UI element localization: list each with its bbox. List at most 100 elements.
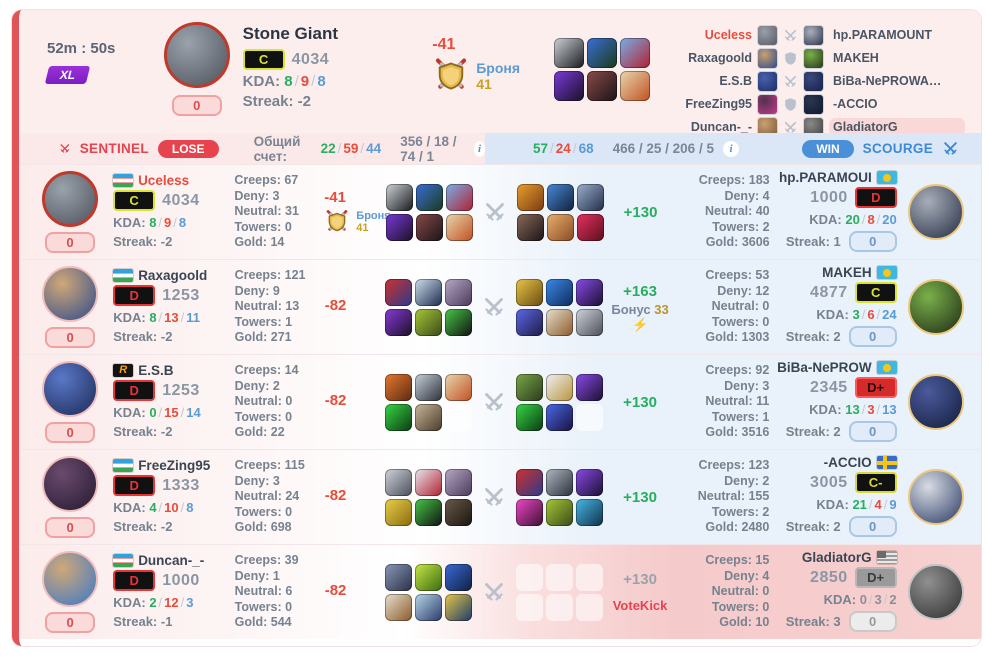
matchup-right-avatar[interactable] xyxy=(803,70,824,92)
left-hero-avatar[interactable] xyxy=(42,456,99,512)
matchup-right-name[interactable]: BiBa-NePROWA… xyxy=(833,74,942,88)
matchup-right-name[interactable]: hp.PARAMOUNT xyxy=(833,28,933,42)
right-hero-avatar[interactable] xyxy=(907,564,964,620)
left-player-name[interactable]: Uceless xyxy=(138,173,190,188)
left-hero-avatar[interactable] xyxy=(42,171,99,227)
matchup-right-avatar[interactable] xyxy=(803,47,824,69)
item-icon[interactable] xyxy=(516,213,544,241)
item-icon[interactable] xyxy=(445,498,473,526)
item-icon[interactable] xyxy=(445,278,473,306)
item-icon[interactable] xyxy=(415,498,443,526)
item-icon[interactable] xyxy=(516,403,544,431)
item-icon[interactable] xyxy=(546,278,574,306)
matchup-right-name[interactable]: -ACCIO xyxy=(833,97,878,111)
matchup-left-avatar[interactable] xyxy=(757,24,778,46)
left-hero-avatar[interactable] xyxy=(42,266,99,322)
matchup-left-avatar[interactable] xyxy=(757,47,778,69)
item-icon[interactable] xyxy=(620,38,650,68)
right-player-name[interactable]: BiBa-NePROW xyxy=(777,360,872,375)
item-icon[interactable] xyxy=(385,308,413,336)
right-hero-avatar[interactable] xyxy=(907,469,964,525)
item-icon[interactable] xyxy=(445,183,473,211)
item-icon[interactable] xyxy=(415,308,443,336)
item-icon[interactable] xyxy=(415,278,443,306)
item-icon[interactable] xyxy=(415,373,443,401)
info-icon[interactable]: i xyxy=(473,140,485,157)
item-icon[interactable] xyxy=(516,468,544,496)
item-icon[interactable] xyxy=(546,213,574,241)
matchup-left-avatar[interactable] xyxy=(757,70,778,92)
item-icon[interactable] xyxy=(445,563,473,591)
item-icon[interactable] xyxy=(546,403,574,431)
item-icon[interactable] xyxy=(516,498,544,526)
item-icon[interactable] xyxy=(576,308,604,336)
matchup-left-name[interactable]: Raxagoold xyxy=(688,51,752,65)
item-icon[interactable] xyxy=(385,498,413,526)
item-icon[interactable] xyxy=(546,308,574,336)
item-icon[interactable] xyxy=(587,38,617,68)
item-icon[interactable] xyxy=(415,593,443,621)
item-icon[interactable] xyxy=(587,71,617,101)
left-player-name[interactable]: E.S.B xyxy=(138,363,174,378)
item-icon[interactable] xyxy=(385,403,413,431)
right-hero-avatar[interactable] xyxy=(907,279,964,335)
left-hero-avatar[interactable] xyxy=(42,361,99,417)
right-player-name[interactable]: -ACCIO xyxy=(823,455,872,470)
item-icon[interactable] xyxy=(415,183,443,211)
right-player-name[interactable]: GladiatorG xyxy=(801,550,872,565)
item-icon[interactable] xyxy=(554,38,584,68)
matchup-right-name[interactable]: GladiatorG xyxy=(829,118,965,136)
left-player-name[interactable]: FreeZing95 xyxy=(138,458,211,473)
right-hero-avatar[interactable] xyxy=(907,374,964,430)
item-icon[interactable] xyxy=(385,213,413,241)
item-icon[interactable] xyxy=(415,403,443,431)
item-icon[interactable] xyxy=(516,183,544,211)
item-icon[interactable] xyxy=(415,213,443,241)
item-icon[interactable] xyxy=(445,468,473,496)
item-icon[interactable] xyxy=(385,468,413,496)
item-icon[interactable] xyxy=(620,71,650,101)
matchup-left-avatar[interactable] xyxy=(757,93,778,115)
item-icon[interactable] xyxy=(385,563,413,591)
item-icon[interactable] xyxy=(516,278,544,306)
item-icon[interactable] xyxy=(385,593,413,621)
matchup-right-avatar[interactable] xyxy=(803,24,824,46)
left-hero-avatar[interactable] xyxy=(42,551,99,607)
left-player-name[interactable]: Duncan-_- xyxy=(138,553,205,568)
right-hero-avatar[interactable] xyxy=(907,184,964,240)
item-icon[interactable] xyxy=(576,213,604,241)
item-icon[interactable] xyxy=(445,213,473,241)
item-icon[interactable] xyxy=(576,373,604,401)
item-icon[interactable] xyxy=(385,183,413,211)
item-icon[interactable] xyxy=(385,278,413,306)
item-icon[interactable] xyxy=(445,308,473,336)
hero-avatar[interactable] xyxy=(163,22,230,88)
item-icon[interactable] xyxy=(415,563,443,591)
item-icon[interactable] xyxy=(576,498,604,526)
item-icon[interactable] xyxy=(546,183,574,211)
votekick-link[interactable]: VoteKick xyxy=(612,598,668,613)
left-player-name[interactable]: Raxagoold xyxy=(138,268,208,283)
matchup-right-name[interactable]: MAKEH xyxy=(833,51,879,65)
item-icon[interactable] xyxy=(516,308,544,336)
item-icon[interactable] xyxy=(445,373,473,401)
matchup-right-avatar[interactable] xyxy=(803,93,824,115)
item-icon[interactable] xyxy=(554,71,584,101)
item-icon[interactable] xyxy=(576,183,604,211)
item-icon[interactable] xyxy=(385,373,413,401)
matchup-left-name[interactable]: E.S.B xyxy=(719,74,752,88)
item-icon[interactable] xyxy=(576,468,604,496)
matchup-left-name[interactable]: Duncan-_- xyxy=(690,120,752,134)
matchup-left-name[interactable]: FreeZing95 xyxy=(685,97,752,111)
item-icon[interactable] xyxy=(546,468,574,496)
item-icon[interactable] xyxy=(415,468,443,496)
item-icon[interactable] xyxy=(546,373,574,401)
right-player-name[interactable]: MAKEH xyxy=(822,265,872,280)
item-icon[interactable] xyxy=(576,278,604,306)
right-player-name[interactable]: hp.PARAMOUI xyxy=(779,170,872,185)
item-icon[interactable] xyxy=(546,498,574,526)
info-icon[interactable]: i xyxy=(722,140,739,157)
matchup-left-name[interactable]: Uceless xyxy=(704,28,752,42)
item-icon[interactable] xyxy=(516,373,544,401)
item-icon[interactable] xyxy=(445,593,473,621)
